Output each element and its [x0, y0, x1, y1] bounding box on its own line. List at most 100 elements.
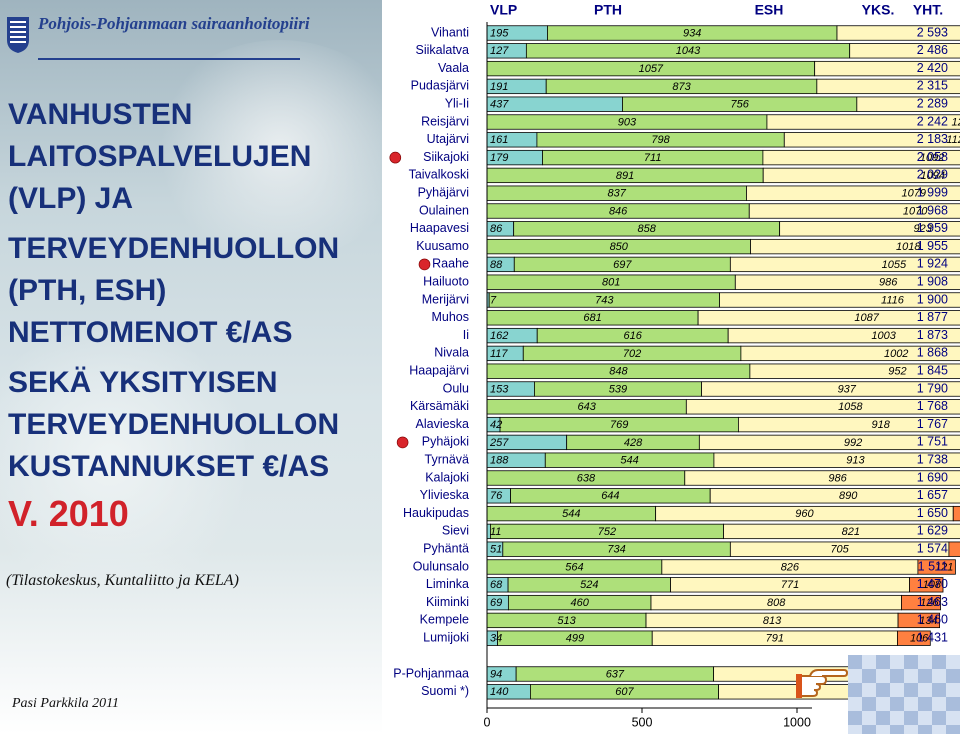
total-value: 1 873 [917, 328, 948, 342]
total-value: 2 183 [917, 132, 948, 146]
source-note: (Tilastokeskus, Kuntaliitto ja KELA) [6, 572, 239, 589]
total-value: 2 315 [917, 79, 948, 93]
esh-data-label: 1122 [946, 134, 960, 146]
total-value: 1 959 [917, 221, 948, 235]
vlp-data-label: 86 [490, 223, 503, 235]
municipality-label: Alavieska [416, 417, 470, 431]
esh-bar-segment [814, 60, 960, 77]
pth-data-label: 903 [618, 116, 637, 128]
pth-data-label: 539 [609, 383, 627, 395]
vlp-data-label: 51 [490, 544, 502, 556]
total-value: 1 767 [917, 417, 948, 431]
yks-bar-segment [897, 630, 931, 646]
esh-data-label: 771 [781, 579, 799, 591]
title-line: NETTOMENOT €/AS [8, 316, 293, 349]
total-value: 2 242 [917, 114, 948, 128]
highlight-marker-icon [396, 436, 409, 449]
title-line: KUSTANNUKSET €/AS [8, 450, 330, 483]
vlp-data-label: 195 [490, 27, 509, 39]
esh-bar-segment [713, 452, 960, 468]
esh-bar-segment [719, 292, 960, 308]
vlp-data-label: 191 [490, 81, 508, 93]
esh-bar-segment [729, 256, 960, 273]
municipality-label: Taivalkoski [409, 168, 469, 182]
esh-bar-segment [698, 434, 960, 451]
municipality-label: Siikalatva [416, 43, 470, 57]
title-line: VANHUSTEN [8, 98, 193, 131]
total-value: 1 845 [917, 363, 948, 377]
municipality-label: Pyhäntä [423, 541, 469, 555]
total-value: 1 968 [917, 203, 948, 217]
pth-data-label: 752 [598, 526, 616, 538]
esh-bar-segment [748, 203, 960, 219]
esh-bar-segment [685, 399, 960, 415]
municipality-label: Oulu [443, 381, 469, 395]
vlp-data-label: 76 [490, 490, 503, 502]
municipality-label: Kiiminki [426, 595, 469, 609]
esh-data-label: 826 [781, 561, 800, 573]
municipality-label: Nivala [434, 346, 469, 360]
yks-bar-segment [909, 577, 944, 593]
esh-data-label: 992 [844, 437, 862, 449]
esh-data-label: 937 [838, 383, 857, 395]
total-value: 2 058 [917, 150, 948, 164]
vlp-data-label: 127 [490, 45, 509, 57]
pth-data-label: 850 [610, 241, 629, 253]
pth-data-label: 756 [730, 99, 749, 111]
total-value: 1 470 [917, 577, 948, 591]
pth-data-label: 697 [613, 259, 632, 271]
title-line: (VLP) JA [8, 182, 134, 215]
vlp-data-label: 437 [490, 99, 509, 111]
background-photo-highlight [0, 330, 260, 590]
pth-data-label: 564 [565, 561, 583, 573]
highlight-marker-icon [389, 151, 402, 164]
municipality-label: Pudasjärvi [411, 79, 469, 93]
esh-data-label: 1002 [884, 348, 908, 360]
esh-data-label: 1116 [881, 294, 905, 306]
pth-data-label: 428 [624, 437, 643, 449]
esh-bar-segment [723, 523, 960, 540]
esh-bar-segment [701, 381, 960, 397]
column-header: YHT. [913, 2, 943, 18]
pth-data-label: 873 [672, 81, 691, 93]
municipality-label: Pyhäjärvi [418, 185, 469, 199]
vlp-data-label: 68 [490, 579, 503, 591]
x-tick-label: 0 [484, 715, 491, 729]
esh-data-label: 918 [872, 419, 891, 431]
municipality-label: Sievi [442, 524, 469, 538]
vlp-data-label: 161 [490, 134, 508, 146]
yks-data-label: 108 [923, 579, 942, 591]
pth-data-label: 544 [620, 455, 638, 467]
municipality-label: Siikajoki [423, 150, 469, 164]
esh-bar-segment [849, 43, 960, 59]
municipality-label: Muhos [431, 310, 469, 324]
vlp-data-label: 140 [490, 686, 509, 698]
pth-data-label: 837 [608, 188, 627, 200]
esh-data-label: 913 [846, 455, 865, 467]
total-value: 1 751 [917, 435, 948, 449]
esh-bar-segment [740, 345, 960, 362]
esh-bar-segment [783, 132, 960, 148]
total-value: 1 790 [917, 381, 948, 395]
municipality-label: Raahe [432, 257, 469, 271]
esh-bar-segment [738, 416, 960, 433]
vlp-data-label: 179 [490, 152, 508, 164]
pth-data-label: 607 [615, 686, 634, 698]
total-value: 1 650 [917, 506, 948, 520]
pth-data-label: 638 [577, 472, 596, 484]
left-panel: Pohjois-Pohjanmaan sairaanhoitopiiri VAN… [0, 0, 382, 734]
vlp-data-label: 94 [490, 668, 502, 680]
pth-data-label: 702 [623, 348, 641, 360]
yks-bar-segment [948, 541, 960, 557]
esh-data-label: 1058 [838, 401, 863, 413]
background-photo-highlight [150, 40, 382, 260]
column-header: VLP [490, 2, 517, 18]
esh-bar-segment [750, 238, 960, 255]
municipality-label: Oulunsalo [413, 559, 469, 573]
esh-bar-segment [734, 274, 960, 290]
column-header: YKS. [862, 2, 895, 18]
organization-name: Pohjois-Pohjanmaan sairaanhoitopiiri [38, 14, 310, 33]
municipality-label: P-Pohjanmaa [393, 666, 469, 680]
yks-bar-segment [897, 612, 940, 629]
